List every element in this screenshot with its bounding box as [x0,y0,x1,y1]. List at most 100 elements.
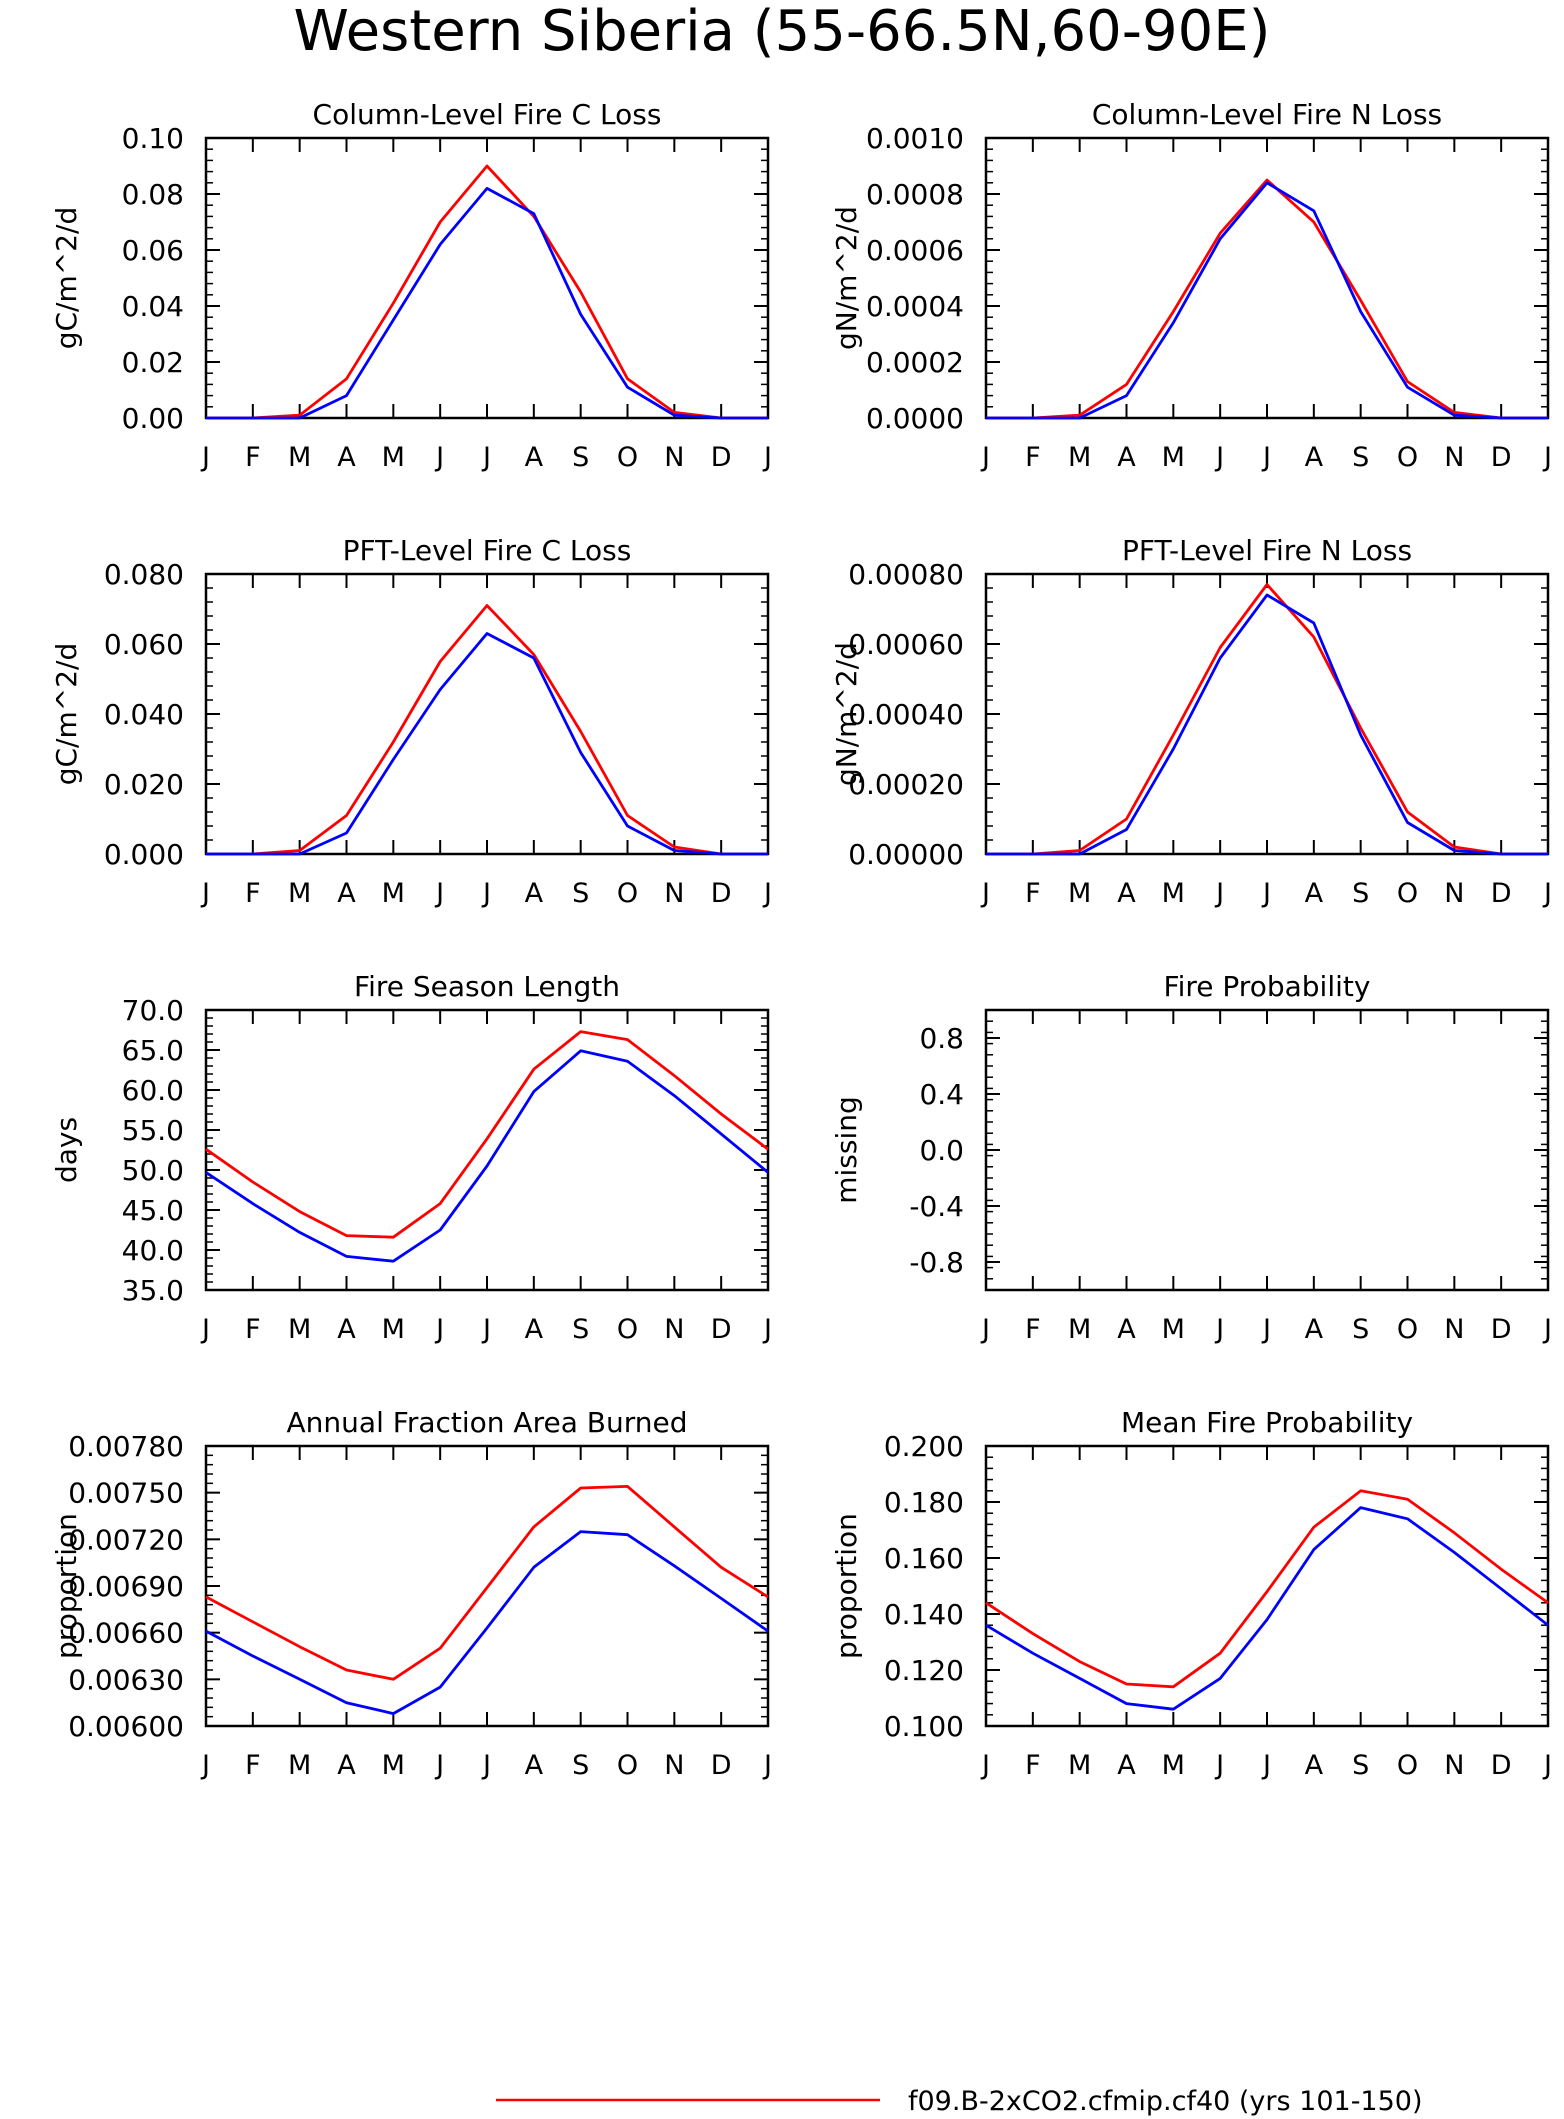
x-tick-label: A [1117,1750,1136,1781]
x-tick-label: J [200,442,210,473]
x-tick-label: J [200,1314,210,1345]
y-tick-label: 0.04 [122,290,184,323]
series-line-blue [206,186,768,420]
x-tick-label: J [434,1750,444,1781]
x-tick-label: M [1068,442,1091,473]
y-axis-label: gN/m^2/d [830,206,863,350]
x-tick-label: A [525,878,544,909]
x-tick-label: A [337,878,356,909]
y-tick-label: 0.00040 [848,698,964,731]
x-tick-label: S [572,1750,589,1781]
y-tick-label: 0.140 [884,1598,964,1631]
x-tick-label: A [1305,1314,1324,1345]
series-line-red [206,604,768,856]
y-axis-label: proportion [50,1513,83,1659]
y-tick-label: 0.000 [104,838,184,871]
series-line-red [986,178,1548,420]
x-tick-label: J [481,442,491,473]
x-tick-label: D [711,1314,732,1345]
series-line-red [205,1030,769,1239]
series-line-blue [986,181,1548,420]
x-tick-label: N [664,1314,684,1345]
x-tick-label: J [762,442,772,473]
chart-title: Column-Level Fire N Loss [1092,98,1442,131]
series-line-blue [205,1049,769,1263]
x-tick-label: O [617,442,638,473]
x-tick-label: J [1542,878,1552,909]
x-tick-label: M [288,1750,311,1781]
x-tick-label: O [617,1750,638,1781]
plot-frame [204,1008,770,1292]
chart-title: Mean Fire Probability [1121,1406,1413,1439]
y-tick-label: 0.0006 [866,234,964,267]
x-tick-label: A [1305,1750,1324,1781]
y-tick-label: 0.0 [919,1134,964,1167]
x-tick-label: J [762,1750,772,1781]
x-tick-label: J [1542,442,1552,473]
y-tick-label: 0.0004 [866,290,964,323]
y-tick-label: 0.100 [884,1710,964,1743]
x-tick-label: D [711,442,732,473]
x-tick-label: S [1352,1314,1369,1345]
x-tick-label: J [1542,1750,1552,1781]
x-tick-label: M [1068,1314,1091,1345]
x-tick-label: J [980,1750,990,1781]
y-tick-label: 0.00000 [848,838,964,871]
y-tick-label: 0.4 [919,1078,964,1111]
y-tick-label: 0.120 [884,1654,964,1687]
x-tick-label: D [711,1750,732,1781]
legend-label: f09.B-2xCO2.cfmip.cf40 (yrs 101-150) [908,2086,1423,2117]
plot-frame [204,136,770,420]
x-tick-label: O [617,1314,638,1345]
chart-title: Fire Probability [1164,970,1371,1003]
y-axis-label: days [50,1117,83,1183]
x-tick-label: M [382,878,405,909]
x-tick-label: N [1444,442,1464,473]
y-tick-label: 0.040 [104,698,184,731]
x-tick-label: N [664,878,684,909]
x-tick-label: J [481,1314,491,1345]
legend: f09.B-2xCO2.cfmip.cf40 (yrs 101-150) [496,2086,1423,2117]
y-tick-label: 0.020 [104,768,184,801]
y-axis-label: gC/m^2/d [50,207,83,350]
x-tick-label: M [1068,1750,1091,1781]
x-tick-label: J [434,1314,444,1345]
x-tick-label: D [1491,878,1512,909]
x-tick-label: M [1162,442,1185,473]
x-tick-label: F [245,1314,261,1345]
y-tick-label: 0.00780 [68,1430,184,1463]
y-tick-label: 0.00630 [68,1663,184,1696]
y-tick-label: 0.08 [122,178,184,211]
x-tick-label: O [1397,878,1418,909]
x-tick-label: F [1025,1314,1041,1345]
x-tick-label: J [1214,442,1224,473]
y-tick-label: 0.060 [104,628,184,661]
x-tick-label: N [1444,878,1464,909]
y-tick-label: 0.0008 [866,178,964,211]
y-tick-label: 0.00660 [68,1617,184,1650]
chart-title: Column-Level Fire C Loss [313,98,662,131]
y-tick-label: 0.180 [884,1486,964,1519]
x-tick-label: M [288,1314,311,1345]
x-tick-label: A [525,442,544,473]
y-tick-label: 0.00080 [848,558,964,591]
y-tick-label: 0.0000 [866,402,964,435]
x-tick-label: J [762,878,772,909]
x-tick-label: J [200,1750,210,1781]
x-tick-label: A [337,1314,356,1345]
x-tick-label: N [664,1750,684,1781]
x-tick-label: J [980,442,990,473]
x-tick-label: N [1444,1750,1464,1781]
x-tick-label: F [1025,1750,1041,1781]
plot-frame [204,572,770,856]
x-tick-label: N [664,442,684,473]
y-tick-label: 0.00720 [68,1523,184,1556]
y-tick-label: 0.06 [122,234,184,267]
x-tick-label: A [1117,442,1136,473]
